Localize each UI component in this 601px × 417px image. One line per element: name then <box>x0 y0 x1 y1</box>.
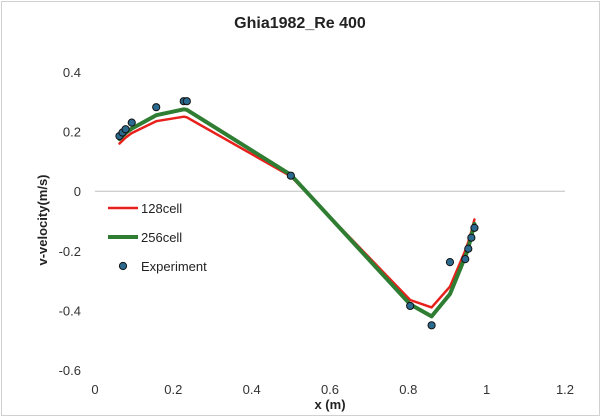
axes: 0 0.2 0.4 0.6 0.8 1 1.2 0.4 0.2 0 -0.2 -0.4 -0.6 <box>59 65 574 397</box>
chart-title: Ghia1982_Re 400 <box>234 15 366 32</box>
legend-entry: Experiment <box>141 259 207 274</box>
legend: 128cell 256cell Experiment <box>108 201 207 274</box>
x-tick-label: 0.6 <box>321 382 339 397</box>
y-tick-label: -0.6 <box>59 363 81 378</box>
data-point <box>467 233 476 242</box>
y-tick-label: -0.2 <box>59 244 81 259</box>
x-tick-label: 0.4 <box>243 382 261 397</box>
x-axis-label: x (m) <box>314 397 345 412</box>
x-tick-label: 0.8 <box>399 382 417 397</box>
y-tick-label: 0.2 <box>63 125 81 140</box>
data-point <box>445 258 455 267</box>
data-point <box>152 103 161 112</box>
data-point <box>461 255 470 264</box>
series-layer <box>115 97 479 330</box>
x-tick-label: 0 <box>91 382 98 397</box>
y-axis-label: v-velocity(m/s) <box>35 174 50 265</box>
y-tick-label: 0.4 <box>63 65 81 80</box>
x-tick-label: 0.2 <box>164 382 182 397</box>
data-point <box>121 125 130 134</box>
legend-swatch <box>118 261 128 271</box>
data-point <box>427 321 436 330</box>
x-tick-label: 1.2 <box>556 382 574 397</box>
data-point <box>470 223 479 232</box>
y-tick-label: 0 <box>74 184 81 199</box>
legend-entry: 128cell <box>141 201 182 216</box>
y-tick-label: -0.4 <box>59 303 81 318</box>
data-point <box>182 97 191 106</box>
legend-entry: 256cell <box>141 230 182 245</box>
data-point <box>286 171 295 180</box>
data-point <box>406 301 415 311</box>
data-point <box>127 118 136 127</box>
x-tick-label: 1 <box>483 382 490 397</box>
data-point <box>464 244 473 253</box>
